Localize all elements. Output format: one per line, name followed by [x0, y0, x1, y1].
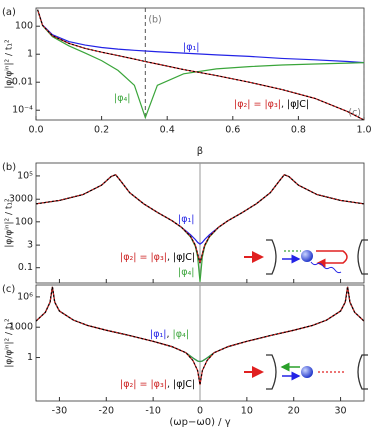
- series-label: |φ₂| = |φ₃|, |φJC|: [120, 379, 195, 390]
- y-tick-label: 1: [27, 49, 33, 60]
- x-tick-label: 0.2: [94, 125, 109, 136]
- series-name: |φ₁|: [150, 329, 166, 340]
- series-name: |φ₄|: [178, 267, 194, 278]
- x-tick-label: 30: [335, 406, 347, 417]
- y-tick-label: 10⁶: [17, 291, 33, 302]
- mirror: [357, 239, 368, 275]
- series-line: [37, 9, 364, 64]
- y-tick-label: 100: [15, 216, 33, 227]
- label-separator: ,: [166, 329, 169, 340]
- x-tick-label: 0.4: [160, 125, 175, 136]
- panel-label: (b): [2, 162, 16, 173]
- x-tick-label: -20: [99, 406, 115, 417]
- x-tick-label: 0.8: [291, 125, 306, 136]
- series-label: |φ₂| = |φ₃|, |φJC|: [120, 252, 195, 263]
- series-name: |φ₄|: [114, 93, 130, 104]
- series-line: [36, 286, 364, 385]
- series-label: |φ₄|: [178, 267, 194, 278]
- series-label: |φ₁|, |φ₄|: [150, 329, 189, 340]
- series-name: |φ₁|: [183, 42, 199, 53]
- label-separator: ,: [281, 99, 284, 110]
- label-separator: ,: [167, 252, 170, 263]
- y-tick-label: 100: [15, 21, 33, 32]
- x-tick-label: 0.6: [225, 125, 240, 136]
- y-axis-label: |φ/φⁱⁿ|² / t₁²: [5, 198, 15, 248]
- panel-label: (a): [2, 7, 16, 18]
- panel-label: (c): [2, 284, 15, 295]
- decay-wave: [310, 261, 342, 274]
- series-name: |φ₂| = |φ₃|: [120, 379, 167, 390]
- x-tick-label: 10: [241, 406, 253, 417]
- y-tick-label: 0.1: [18, 262, 33, 273]
- atom: [301, 366, 313, 378]
- y-tick-label: 1: [27, 352, 33, 363]
- series-name: |φJC|: [287, 99, 309, 110]
- series-line: [36, 174, 364, 264]
- mirror: [266, 354, 277, 390]
- atom: [301, 250, 313, 262]
- series-label: |φ₄|: [114, 93, 130, 104]
- series-name: |φ₂| = |φ₃|: [234, 99, 281, 110]
- x-tick-label: 0.0: [28, 125, 43, 136]
- inset-c: [244, 354, 368, 390]
- series-name: |φ₁|: [178, 214, 194, 225]
- series-name: |φJC|: [173, 252, 195, 263]
- x-tick-label: 1.0: [356, 125, 371, 136]
- x-axis-label: β: [197, 146, 203, 157]
- series-line: [37, 9, 364, 120]
- y-tick-label: 3000: [9, 194, 33, 205]
- y-tick-label: 3: [27, 240, 33, 251]
- loop-arrow: [316, 250, 348, 268]
- series-line: [37, 9, 364, 120]
- x-tick-label: 20: [288, 406, 300, 417]
- y-axis-label: |φ/φⁱⁿ|² / t₁²: [5, 318, 15, 368]
- marker-label: (b): [148, 15, 161, 26]
- series-label: |φ₂| = |φ₃|, |φJC|: [234, 99, 309, 110]
- y-tick-label: 10⁵: [17, 170, 33, 181]
- y-tick-label: 1000: [9, 322, 33, 333]
- y-tick-label: 0.01: [12, 77, 33, 88]
- marker-label: (c): [348, 108, 361, 119]
- series-name: |φJC|: [173, 379, 195, 390]
- x-axis-label: (ωp−ω0) / γ: [169, 417, 230, 427]
- series-line: [37, 9, 364, 120]
- x-tick-label: 0: [197, 406, 203, 417]
- mirror: [266, 239, 277, 275]
- series-name: |φ₂| = |φ₃|: [120, 252, 167, 263]
- series-label: |φ₁|: [178, 214, 194, 225]
- x-tick-label: -30: [52, 406, 68, 417]
- series-name: |φ₄|: [173, 329, 189, 340]
- series-label: |φ₁|: [183, 42, 199, 53]
- y-tick-label: 10⁻⁴: [12, 105, 33, 116]
- y-axis-label: |φ/φⁱⁿ|² / t₁²: [5, 39, 15, 89]
- label-separator: ,: [167, 379, 170, 390]
- x-tick-label: -10: [145, 406, 161, 417]
- inset-b: [244, 239, 368, 275]
- mirror: [357, 354, 368, 390]
